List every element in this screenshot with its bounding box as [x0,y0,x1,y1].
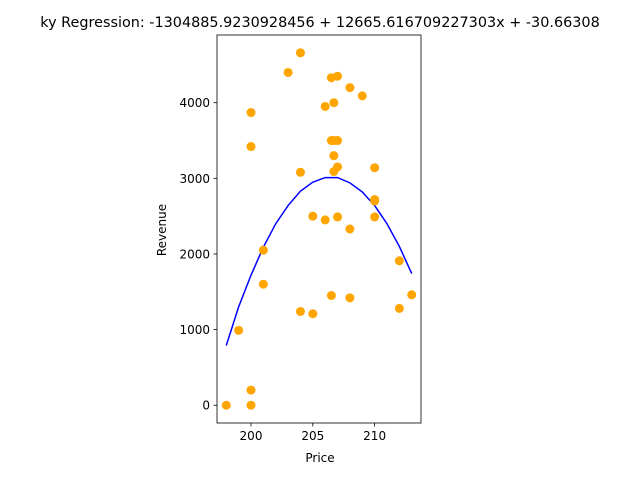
data-point [333,136,343,146]
data-point [357,91,367,101]
data-point [407,290,417,300]
data-point [345,293,355,303]
plot-background [217,35,421,423]
data-point [295,167,305,177]
y-tick-label: 0 [202,399,210,413]
data-point [258,245,268,255]
data-point [295,48,305,58]
line-layer [225,176,413,346]
data-point [329,151,339,161]
data-point [308,309,318,319]
y-tick-label: 3000 [179,172,210,186]
data-point [320,101,330,111]
data-point [345,83,355,93]
y-tick-label: 4000 [179,96,210,110]
data-point [246,108,256,118]
data-point [295,306,305,316]
ticks-layer: 200 205 210 0 1000 2000 3000 4000 [179,96,386,443]
chart-title: ky Regression: -1304885.9230928456 + 126… [40,15,599,31]
x-tick-label: 210 [363,429,386,443]
data-point [246,142,256,152]
y-tick-label: 1000 [179,323,210,337]
data-point [246,385,256,395]
data-point [283,67,293,77]
y-axis-label: Revenue [155,204,169,256]
data-point [221,400,231,410]
data-point [345,224,355,234]
x-tick-label: 200 [240,429,263,443]
points-layer [221,48,417,410]
y-tick-label: 2000 [179,247,210,261]
data-point [370,196,380,206]
data-point [333,71,343,81]
x-tick-label: 205 [301,429,324,443]
axes-layer [216,34,422,424]
data-point [246,400,256,410]
data-point [320,215,330,225]
data-point [394,303,404,313]
data-point [370,212,380,222]
data-point [234,325,244,335]
data-point [333,212,343,222]
x-axis-label: Price [305,451,334,465]
data-point [370,163,380,173]
data-point [329,98,339,108]
regression-line [225,176,413,346]
data-point [258,279,268,289]
data-point [333,162,343,172]
plot-area [217,35,421,423]
data-point [326,291,336,301]
data-point [308,211,318,221]
axes-frame [216,34,422,424]
data-point [394,256,404,266]
